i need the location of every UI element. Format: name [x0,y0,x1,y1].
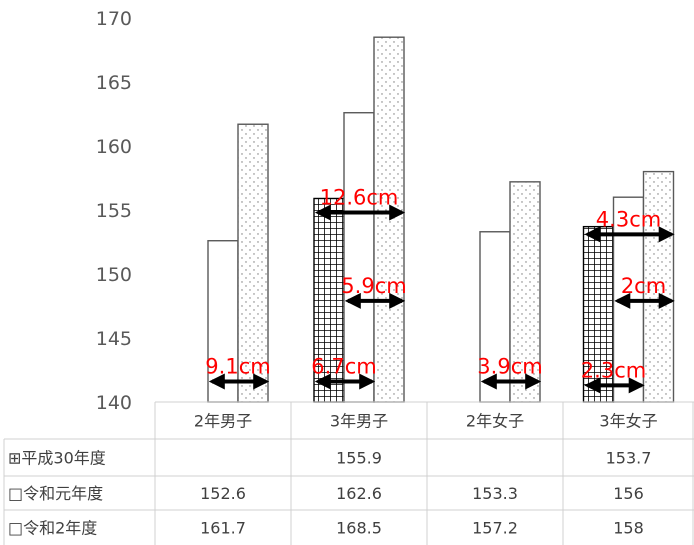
y-tick-label: 155 [96,200,132,222]
bar [313,197,345,403]
bar [373,36,405,403]
difference-label: 9.1cm [205,355,270,379]
annotations: 9.1cm 12.6cm 5.9cm 6.7cm 3.9cm 4.3cm 2cm 2.3cm [205,186,675,394]
data-table: 2年男子 3年男子 2年女子 3年女子 ⊞平成30年度 155.9 153.7 □令和元年度 1… [3,401,694,545]
legend-label: □令和元年度 [8,484,103,503]
y-tick-label: 145 [96,328,132,350]
y-tick-label: 140 [96,392,132,414]
table-cell-value: 168.5 [336,519,382,538]
category-label: 3年男子 [330,412,388,431]
difference-label: 6.7cm [311,355,376,379]
difference-label: 3.9cm [477,355,542,379]
category-label: 3年女子 [599,412,657,431]
legend-label: ⊞平成30年度 [8,449,106,468]
table-cell-value: 156 [613,484,644,503]
table-cell-value: 158 [613,519,644,538]
y-tick-label: 165 [96,72,132,94]
table-cell-value: 152.6 [200,484,246,503]
table-cell-value: 157.2 [472,519,518,538]
difference-label: 2cm [621,274,666,298]
y-tick-label: 160 [96,136,132,158]
difference-label: 5.9cm [341,274,406,298]
y-axis: 140 145 150 155 160 165 170 [96,8,132,414]
y-tick-label: 150 [96,264,132,286]
table-cell-value: 153.7 [606,449,652,468]
legend-label: □令和2年度 [8,519,97,538]
difference-label: 4.3cm [596,207,661,231]
table-cell-value: 155.9 [336,449,382,468]
category-label: 2年男子 [194,412,252,431]
table-cell-value: 153.3 [472,484,518,503]
table-cell-value: 162.6 [336,484,382,503]
category-label: 2年女子 [466,412,524,431]
bar [582,225,615,403]
difference-label: 2.3cm [581,358,646,382]
y-tick-label: 170 [96,8,132,30]
difference-label: 12.6cm [320,186,399,210]
bar [642,170,675,403]
table-cell-value: 161.7 [200,519,246,538]
